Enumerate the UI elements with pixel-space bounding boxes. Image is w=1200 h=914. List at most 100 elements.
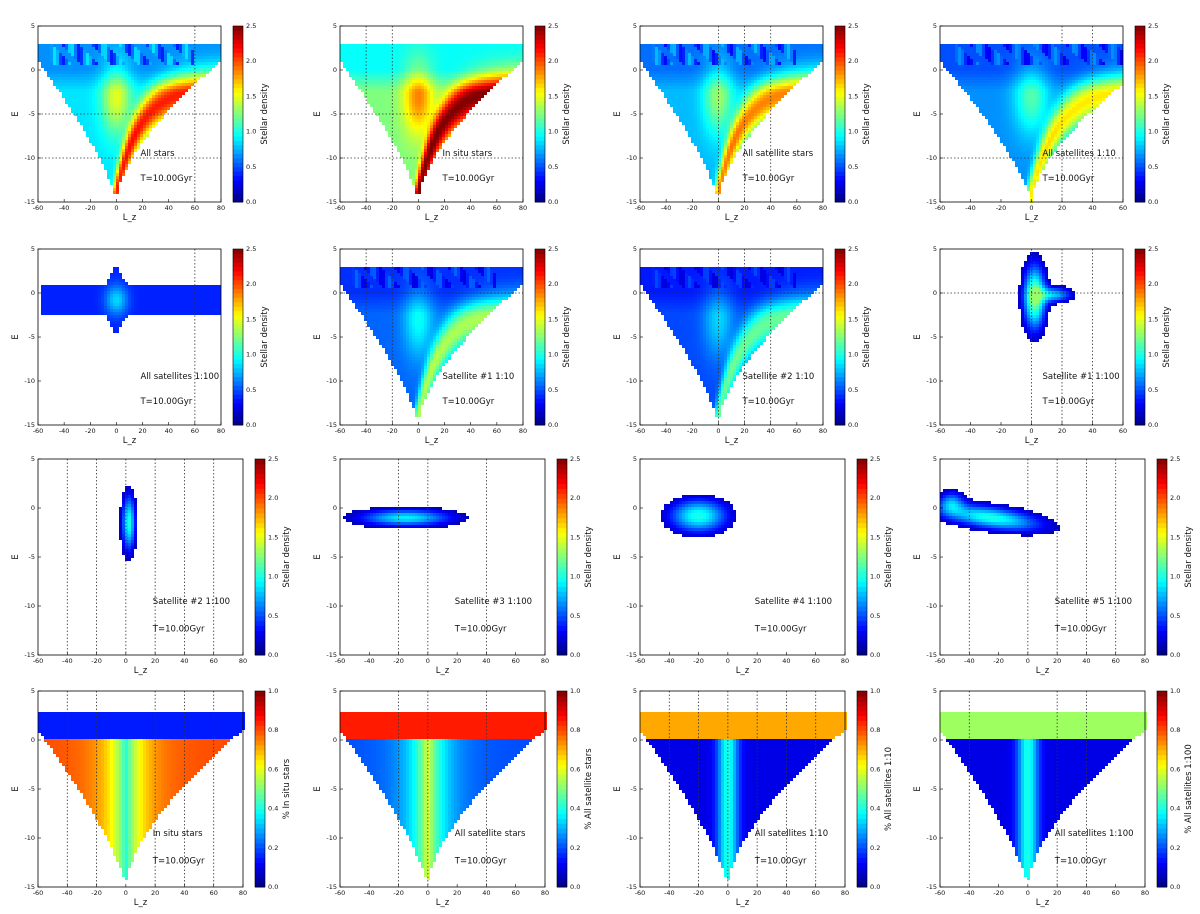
heat-cell xyxy=(128,80,131,83)
heat-cell xyxy=(466,98,469,101)
y-tick-label: -10 xyxy=(326,154,337,162)
heat-cell xyxy=(400,107,403,110)
heat-cell xyxy=(137,71,140,74)
heat-cell xyxy=(50,68,53,71)
heat-cell xyxy=(418,143,421,146)
heat-cell xyxy=(152,104,155,107)
heat-cell xyxy=(179,62,182,65)
heat-cell xyxy=(412,80,415,83)
heat-cell xyxy=(191,80,194,83)
heat-cell xyxy=(436,140,439,143)
heat-cell xyxy=(478,80,481,83)
heat-cell xyxy=(478,74,481,77)
heat-cell xyxy=(451,59,454,62)
heat-cell xyxy=(101,56,104,59)
heat-cell xyxy=(430,50,433,53)
heat-cell xyxy=(191,65,194,68)
heat-cell xyxy=(143,101,146,104)
heat-cell xyxy=(164,86,167,89)
heat-cell xyxy=(74,110,77,113)
heat-cell xyxy=(128,53,131,56)
heat-cell xyxy=(448,83,451,86)
heat-cell xyxy=(364,56,367,59)
heat-cell xyxy=(499,50,502,53)
heat-cell xyxy=(370,86,373,89)
heat-cell xyxy=(167,62,170,65)
heat-cell xyxy=(373,53,376,56)
heat-cell xyxy=(131,62,134,65)
heat-cell xyxy=(397,53,400,56)
heat-cell xyxy=(152,53,155,56)
heat-cell xyxy=(62,95,65,98)
heat-cell xyxy=(412,179,415,182)
heat-cell xyxy=(143,89,146,92)
heat-cell xyxy=(38,50,41,53)
heat-cell xyxy=(664,44,667,47)
heat-cell xyxy=(92,128,95,131)
heat-cell xyxy=(442,71,445,74)
heat-cell xyxy=(86,56,89,59)
heat-cell xyxy=(137,113,140,116)
heat-cell xyxy=(367,95,370,98)
heat-cell xyxy=(478,65,481,68)
heat-cell xyxy=(427,158,430,161)
heat-cell xyxy=(107,143,110,146)
heat-cell xyxy=(149,74,152,77)
heat-cell xyxy=(47,68,50,71)
heat-cell xyxy=(433,155,436,158)
heat-cell xyxy=(158,83,161,86)
heat-cell xyxy=(436,146,439,149)
colorbar-swatch xyxy=(233,39,243,44)
heat-cell xyxy=(415,191,418,194)
heat-cell xyxy=(95,131,98,134)
heat-cell xyxy=(394,74,397,77)
heat-cell xyxy=(370,59,373,62)
heat-cell xyxy=(122,116,125,119)
heat-cell xyxy=(164,95,167,98)
heat-cell xyxy=(421,179,424,182)
heat-cell xyxy=(376,86,379,89)
heat-cell xyxy=(400,140,403,143)
heat-cell xyxy=(355,74,358,77)
heat-cell xyxy=(158,113,161,116)
heat-cell xyxy=(412,83,415,86)
heat-cell xyxy=(101,149,104,152)
heat-cell xyxy=(463,83,466,86)
heat-cell xyxy=(65,65,68,68)
heat-cell xyxy=(439,53,442,56)
heat-cell xyxy=(379,83,382,86)
heat-cell xyxy=(436,80,439,83)
heat-cell xyxy=(436,125,439,128)
heat-cell xyxy=(131,98,134,101)
heat-cell xyxy=(110,65,113,68)
heat-cell xyxy=(77,116,80,119)
heat-cell xyxy=(98,116,101,119)
heat-cell xyxy=(107,56,110,59)
heat-cell xyxy=(95,50,98,53)
heat-cell xyxy=(65,62,68,65)
heat-cell xyxy=(649,44,652,47)
heat-cell xyxy=(155,56,158,59)
heat-cell xyxy=(451,68,454,71)
heat-cell xyxy=(95,104,98,107)
heat-cell xyxy=(490,56,493,59)
heat-cell xyxy=(490,86,493,89)
heat-cell xyxy=(200,56,203,59)
heat-cell xyxy=(376,65,379,68)
heat-cell xyxy=(107,53,110,56)
heat-cell xyxy=(149,101,152,104)
heat-cell xyxy=(448,59,451,62)
heat-cell xyxy=(433,119,436,122)
heat-cell xyxy=(101,83,104,86)
heat-cell xyxy=(95,98,98,101)
heat-cell xyxy=(418,53,421,56)
heat-cell xyxy=(101,80,104,83)
heat-cell xyxy=(511,47,514,50)
heat-cell xyxy=(131,149,134,152)
heat-cell xyxy=(161,116,164,119)
heat-cell xyxy=(110,143,113,146)
heat-cell xyxy=(409,92,412,95)
heat-cell xyxy=(421,62,424,65)
heat-cell xyxy=(107,80,110,83)
heat-cell xyxy=(406,137,409,140)
